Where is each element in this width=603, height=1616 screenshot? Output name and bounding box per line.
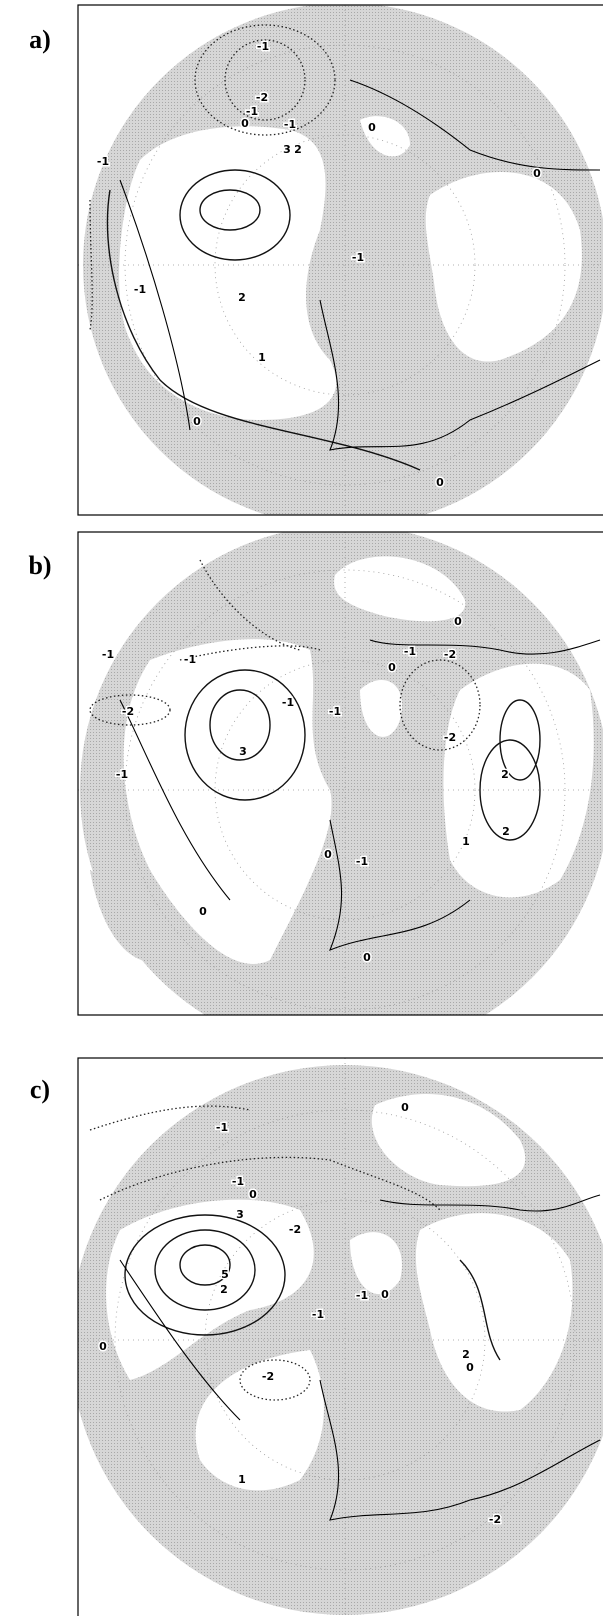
contour-label: 0 — [249, 1188, 257, 1201]
contour-label: -1 — [216, 1121, 228, 1134]
contour-label: 1 — [238, 1473, 246, 1486]
panel-label: a) — [29, 25, 51, 54]
contour-label: -1 — [352, 251, 364, 264]
contour-label: -1 — [232, 1175, 244, 1188]
contour-label: -2 — [489, 1513, 501, 1526]
contour-label: -1 — [282, 696, 294, 709]
contour-label: -2 — [256, 91, 268, 104]
map-c — [78, 1058, 603, 1616]
contour-label: 0 — [388, 661, 396, 674]
contour-label: 3 — [283, 143, 291, 156]
contour-label: 5 — [221, 1268, 229, 1281]
contour-label: 2 — [294, 143, 302, 156]
contour-label: 3 — [239, 745, 247, 758]
contour-label: -1 — [134, 283, 146, 296]
contour-label: 0 — [324, 848, 332, 861]
contour-label: -1 — [116, 768, 128, 781]
contour-label: -2 — [262, 1370, 274, 1383]
contour-label: 2 — [501, 768, 509, 781]
contour-label: 0 — [466, 1361, 474, 1374]
map-b — [78, 532, 603, 1015]
contour-label: 0 — [99, 1340, 107, 1353]
contour-label: -1 — [284, 118, 296, 131]
contour-label: 0 — [436, 476, 444, 489]
contour-label: -1 — [312, 1308, 324, 1321]
contour-label: 0 — [363, 951, 371, 964]
contour-label: -1 — [102, 648, 114, 661]
contour-label: 0 — [454, 615, 462, 628]
contour-label: 0 — [381, 1288, 389, 1301]
contour-label: 0 — [368, 121, 376, 134]
contour-label: 0 — [401, 1101, 409, 1114]
contour-label: -1 — [246, 105, 258, 118]
contour-label: 3 — [236, 1208, 244, 1221]
contour-label: 2 — [462, 1348, 470, 1361]
contour-label: -1 — [356, 1289, 368, 1302]
contour-label: -1 — [404, 645, 416, 658]
contour-label: -2 — [122, 705, 134, 718]
contour-label: -1 — [97, 155, 109, 168]
contour-label: -2 — [444, 731, 456, 744]
contour-label: 0 — [199, 905, 207, 918]
contour-label: -1 — [184, 653, 196, 666]
contour-label: 2 — [502, 825, 510, 838]
contour-label: 2 — [220, 1283, 228, 1296]
contour-label: 0 — [533, 167, 541, 180]
contour-label: -2 — [444, 648, 456, 661]
contour-label: -1 — [329, 705, 341, 718]
contour-label: 1 — [462, 835, 470, 848]
contour-label: -1 — [257, 40, 269, 53]
panel-label: b) — [28, 551, 51, 580]
contour-label: 0 — [193, 415, 201, 428]
contour-label: 0 — [241, 117, 249, 130]
map-a — [78, 5, 603, 515]
contour-label: 2 — [238, 291, 246, 304]
contour-label: -2 — [289, 1223, 301, 1236]
panel-label: c) — [30, 1075, 50, 1104]
contour-label: -1 — [356, 855, 368, 868]
contour-label: 1 — [258, 351, 266, 364]
